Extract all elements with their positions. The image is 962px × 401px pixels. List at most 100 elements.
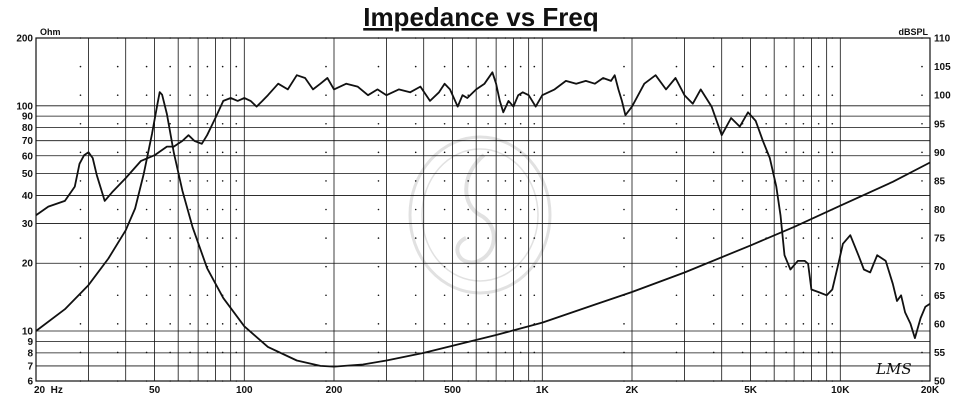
grid-dot — [221, 65, 224, 68]
grid-dot — [414, 294, 417, 297]
grid-dot — [765, 94, 767, 96]
x-tick-label: 2K — [626, 385, 640, 396]
grid-dot — [831, 265, 834, 268]
grid-dot — [785, 208, 787, 211]
grid-dot — [443, 237, 446, 239]
x-tick-label: 1K — [536, 385, 550, 396]
grid-dot — [377, 122, 380, 125]
grid-dot — [487, 265, 489, 268]
grid-dot — [221, 351, 224, 354]
grid-dot — [802, 94, 805, 96]
grid-dot — [414, 265, 417, 268]
right-tick-label: 110 — [934, 34, 951, 45]
grid-dot — [145, 180, 148, 182]
grid-dot — [765, 122, 767, 125]
grid-dot — [741, 180, 744, 182]
grid-dot — [169, 237, 171, 239]
grid-dot — [325, 180, 327, 182]
grid-dot — [79, 122, 82, 125]
grid-dot — [443, 65, 446, 68]
x-axis-ticks: 20 Hz 50 100 200 500 1K 2K 5K 10K 20K — [34, 385, 940, 396]
grid-dot — [221, 180, 224, 182]
grid-dot — [712, 180, 715, 182]
grid-dot — [817, 351, 820, 354]
grid-dot — [443, 208, 446, 211]
grid-dot — [921, 294, 923, 297]
grid-dot — [377, 351, 380, 354]
grid-dot — [623, 208, 625, 211]
grid-dot — [377, 94, 380, 96]
grid-dot — [325, 151, 327, 154]
grid-dot — [712, 151, 715, 154]
grid-dot — [221, 237, 224, 239]
grid-dot — [221, 208, 224, 211]
grid-dot — [189, 323, 191, 325]
grid-dot — [831, 237, 834, 239]
grid-dot — [145, 208, 148, 211]
grid-dot — [831, 65, 834, 68]
grid-dot — [79, 351, 82, 354]
grid-dot — [765, 323, 767, 325]
grid-dot — [623, 94, 625, 96]
grid-dot — [675, 151, 678, 154]
grid-dot — [802, 151, 805, 154]
grid-dot — [325, 237, 327, 239]
right-tick-label: 50 — [934, 377, 946, 388]
grid-dot — [504, 351, 507, 354]
grid-dot — [235, 208, 238, 211]
grid-dot — [487, 294, 489, 297]
grid-dot — [145, 294, 148, 297]
grid-dot — [325, 122, 327, 125]
grid-dot — [802, 65, 805, 68]
grid-dot — [414, 351, 417, 354]
grid-dot — [377, 265, 380, 268]
grid-dot — [235, 237, 238, 239]
grid-dot — [533, 151, 536, 154]
grid-dot — [467, 237, 469, 239]
right-tick-label: 60 — [934, 319, 946, 330]
grid-dot — [533, 122, 536, 125]
grid-dot — [443, 180, 446, 182]
grid-dot — [504, 265, 507, 268]
grid-dot — [802, 265, 805, 268]
grid-dot — [221, 265, 224, 268]
grid-dot — [785, 180, 787, 182]
grid-dot — [712, 237, 715, 239]
grid-dot — [169, 208, 171, 211]
grid-dot — [533, 265, 536, 268]
grid-dot — [741, 265, 744, 268]
grid-dot — [623, 237, 625, 239]
right-axis-ticks: 110 105 100 95 90 85 80 75 70 65 60 55 50 — [934, 34, 951, 388]
grid-dot — [921, 94, 923, 96]
grid-dot — [831, 180, 834, 182]
grid-dot — [802, 122, 805, 125]
grid-dot — [785, 151, 787, 154]
grid-dot — [169, 180, 171, 182]
grid-dot — [741, 208, 744, 211]
grid-dot — [116, 151, 119, 154]
grid-dot — [206, 94, 209, 96]
x-tick-label: 20K — [921, 385, 940, 396]
grid-dot — [504, 208, 507, 211]
grid-dot — [817, 151, 820, 154]
left-tick-label: 70 — [22, 136, 34, 147]
grid-dot — [487, 94, 489, 96]
grid-dot — [533, 180, 536, 182]
impedance-curve — [35, 91, 931, 368]
grid-dot — [802, 351, 805, 354]
grid-dot — [487, 180, 489, 182]
grid-dot — [741, 237, 744, 239]
grid-dot — [921, 122, 923, 125]
grid-dot — [235, 351, 238, 354]
grid-dot — [145, 94, 148, 96]
grid-dot — [189, 65, 191, 68]
grid-dot — [206, 323, 209, 325]
grid-dot — [623, 65, 625, 68]
grid-dot — [741, 351, 744, 354]
grid-dot — [169, 265, 171, 268]
grid-dot — [145, 122, 148, 125]
grid-dot — [675, 208, 678, 211]
clef-watermark — [408, 135, 552, 295]
grid-dot — [414, 180, 417, 182]
grid-dot — [831, 351, 834, 354]
